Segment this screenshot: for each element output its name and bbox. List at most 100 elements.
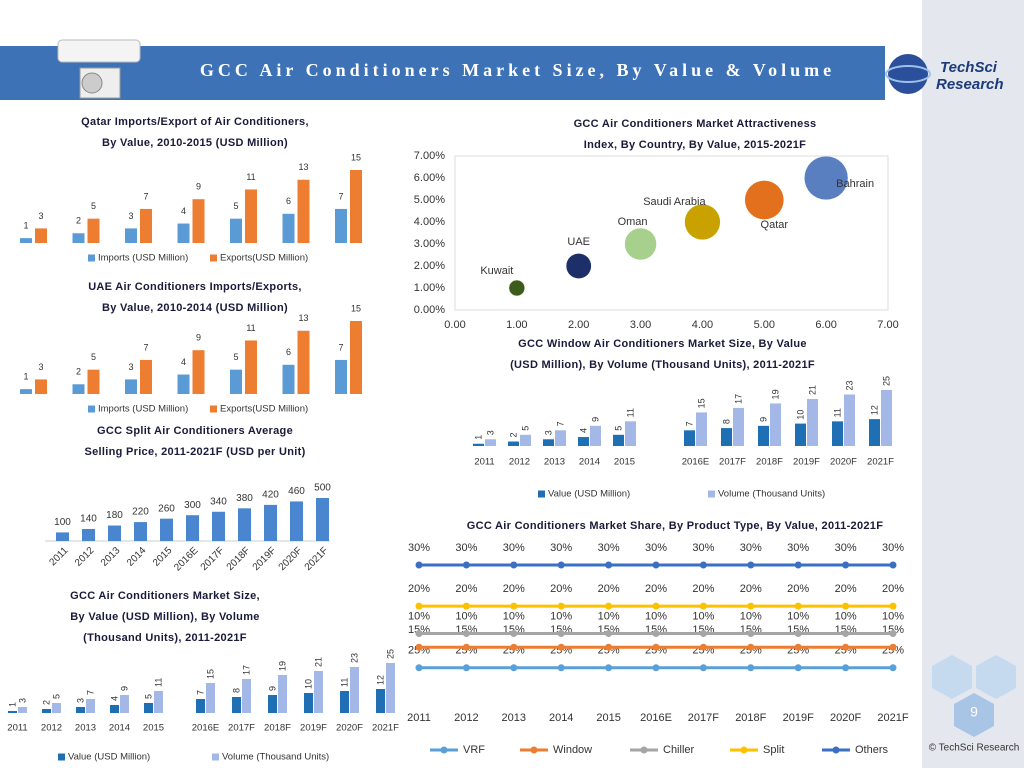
data-label: 10% (550, 610, 572, 622)
data-label: 4 (579, 428, 589, 433)
point (415, 561, 423, 569)
chart-title: UAE Air Conditioners Imports/Exports, By… (88, 281, 302, 314)
bar (282, 364, 295, 394)
x-tick-label: 2017F (199, 545, 227, 573)
legend-dot (440, 746, 448, 754)
data-label: 7 (143, 342, 148, 352)
data-label: 10% (787, 610, 809, 622)
data-label: 10% (882, 610, 904, 622)
data-label: 7 (338, 191, 343, 201)
data-label: 30% (645, 542, 667, 554)
bar (56, 532, 69, 541)
legend-label: Imports (USD Million) (98, 253, 188, 264)
y-tick-label: 2.00% (414, 260, 445, 272)
bar (795, 423, 806, 446)
x-tick-label: 3.00 (630, 319, 651, 331)
legend-label: Chiller (663, 744, 695, 756)
x-tick-label: 2019F (793, 457, 820, 468)
x-tick-label: 2016E (192, 723, 219, 734)
data-label: 7 (556, 421, 566, 426)
legend-swatch (210, 254, 217, 262)
point (699, 664, 707, 672)
bar (108, 525, 121, 541)
point (605, 630, 613, 637)
data-label: 9 (591, 417, 601, 422)
x-tick-label: 2018F (264, 723, 291, 734)
bar (543, 439, 554, 446)
chart-title: GCC Split Air Conditioners Average Selli… (84, 425, 306, 458)
data-label: 3 (128, 211, 133, 221)
x-tick-label: 2020F (830, 457, 857, 468)
data-label: 6 (286, 347, 291, 357)
bar (555, 430, 566, 446)
data-label: 23 (845, 380, 855, 390)
data-label: 5 (52, 694, 62, 699)
x-tick-label: 5.00 (754, 319, 775, 331)
x-tick-label: 1.00 (506, 319, 527, 331)
point (462, 630, 470, 637)
data-label: 20% (598, 583, 620, 595)
data-label: 30% (598, 542, 620, 554)
point (557, 664, 565, 672)
data-label: 1 (23, 221, 28, 231)
bar (696, 412, 707, 446)
point (415, 630, 423, 637)
legend-swatch (210, 405, 217, 413)
point (510, 561, 518, 569)
y-tick-label: 5.00% (414, 194, 445, 206)
bar (625, 421, 636, 446)
x-tick-label: 2018F (735, 712, 766, 724)
point (652, 664, 660, 672)
chart-title: GCC Window Air Conditioners Market Size,… (510, 338, 815, 371)
data-label: 1 (8, 702, 18, 707)
point (889, 630, 897, 637)
hexagons (932, 655, 1016, 737)
y-tick-label: 7.00% (414, 150, 445, 162)
bar (832, 421, 843, 446)
data-label: 20% (645, 583, 667, 595)
x-tick-label: 2013 (75, 723, 96, 734)
legend-label: Volume (Thousand Units) (718, 489, 825, 500)
data-label: 21 (314, 657, 324, 667)
data-label: 1 (23, 372, 28, 382)
point (747, 561, 755, 569)
x-tick-label: 2020F (277, 545, 305, 573)
data-label: 9 (759, 417, 769, 422)
data-label: 13 (298, 313, 308, 323)
bar (76, 707, 85, 713)
bar (290, 501, 303, 541)
data-label: 20% (740, 583, 762, 595)
bar (192, 199, 205, 243)
legend-label: Others (855, 744, 889, 756)
legend-dot (640, 746, 648, 754)
bar (72, 233, 85, 243)
x-tick-label: 2013 (99, 545, 123, 569)
legend-label: Window (553, 744, 592, 756)
legend-swatch (212, 753, 219, 761)
data-label: 20% (455, 583, 477, 595)
bar (869, 419, 880, 446)
bar (881, 390, 892, 446)
data-label: 3 (18, 698, 28, 703)
x-tick-label: 2019F (251, 545, 279, 573)
x-tick-label: 2012 (509, 457, 530, 468)
logo-text: Research (936, 76, 1004, 93)
x-tick-label: 7.00 (877, 319, 898, 331)
x-tick-label: 2021F (303, 545, 331, 573)
data-label: 420 (262, 490, 279, 501)
data-label: 8 (232, 688, 242, 693)
data-label: 9 (196, 182, 201, 192)
y-tick-label: 6.00% (414, 172, 445, 184)
bar (20, 389, 32, 394)
bar (87, 218, 100, 243)
data-label: 10% (503, 610, 525, 622)
data-label: 2 (76, 367, 81, 377)
x-tick-label: 2018F (756, 457, 783, 468)
data-label: 260 (158, 503, 175, 514)
point (510, 664, 518, 672)
point (842, 630, 850, 637)
point (889, 643, 897, 651)
data-label: 10% (740, 610, 762, 622)
data-label: 5 (521, 426, 531, 431)
page-number: 9 (970, 704, 978, 720)
